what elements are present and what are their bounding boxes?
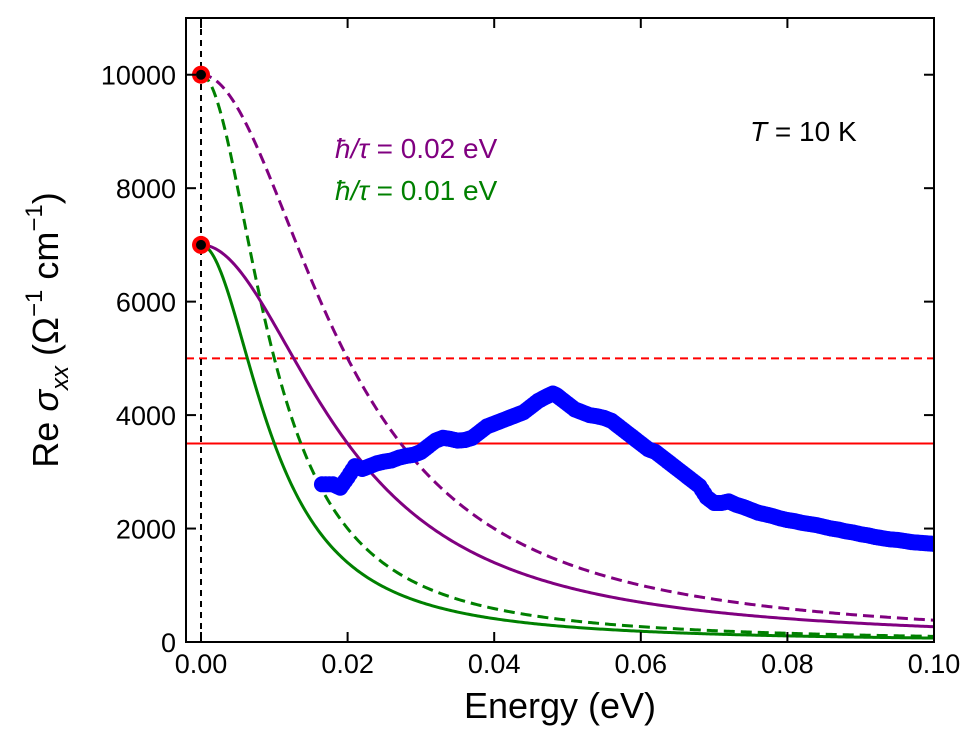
y-title-prefix: Re [25, 412, 66, 468]
x-tick-label: 0.10 [908, 649, 961, 679]
y-tick-label: 2000 [116, 515, 176, 545]
dc-point-core-0 [196, 69, 206, 80]
purple-gamma-annotation: ħ/τ = 0.02 eV [335, 133, 498, 164]
plot-frame [185, 17, 935, 643]
drude-curve-2 [200, 243, 934, 629]
drude-curve-3 [200, 243, 934, 640]
y-tick-label: 6000 [116, 288, 176, 318]
x-axis-title: Energy (eV) [464, 685, 656, 726]
x-tick-label: 0.02 [321, 649, 374, 679]
y-tick-label: 10000 [101, 61, 176, 91]
drude-curve-1 [200, 73, 934, 638]
y-axis-title: Re σxx (Ω−1 cm−1) [21, 192, 74, 467]
y-title-sup2: −1 [21, 204, 48, 231]
drude-curve-0 [200, 73, 934, 622]
green-gamma-annotation: ħ/τ = 0.01 eV [335, 175, 498, 206]
dc-points [192, 65, 210, 254]
y-tick-label: 4000 [116, 401, 176, 431]
y-title-unit-mid: cm [25, 232, 66, 290]
y-title-symbol: σ [25, 389, 66, 412]
axis-ticks: 0.00 0.02 0.04 0.06 0.08 0.10 0 2000 4000 6000 800… [101, 18, 960, 679]
measured-point [926, 535, 934, 552]
reference-lines [186, 18, 934, 642]
x-tick-label: 0.04 [468, 649, 521, 679]
temperature-annotation: T = 10 K [750, 116, 857, 147]
x-tick-label: 0.06 [615, 649, 668, 679]
x-tick-label: 0.08 [761, 649, 814, 679]
y-title-unit-close: ) [25, 192, 66, 204]
y-tick-label: 0 [161, 628, 176, 658]
x-tick-label: 0.00 [175, 649, 228, 679]
measured-series [313, 385, 934, 552]
y-tick-label: 8000 [116, 174, 176, 204]
drude-curves [200, 73, 934, 640]
y-title-sup1: −1 [21, 290, 48, 317]
y-title-subscript: xx [47, 365, 74, 391]
y-title-unit-open: (Ω [25, 317, 66, 366]
dc-point-core-1 [196, 239, 206, 250]
